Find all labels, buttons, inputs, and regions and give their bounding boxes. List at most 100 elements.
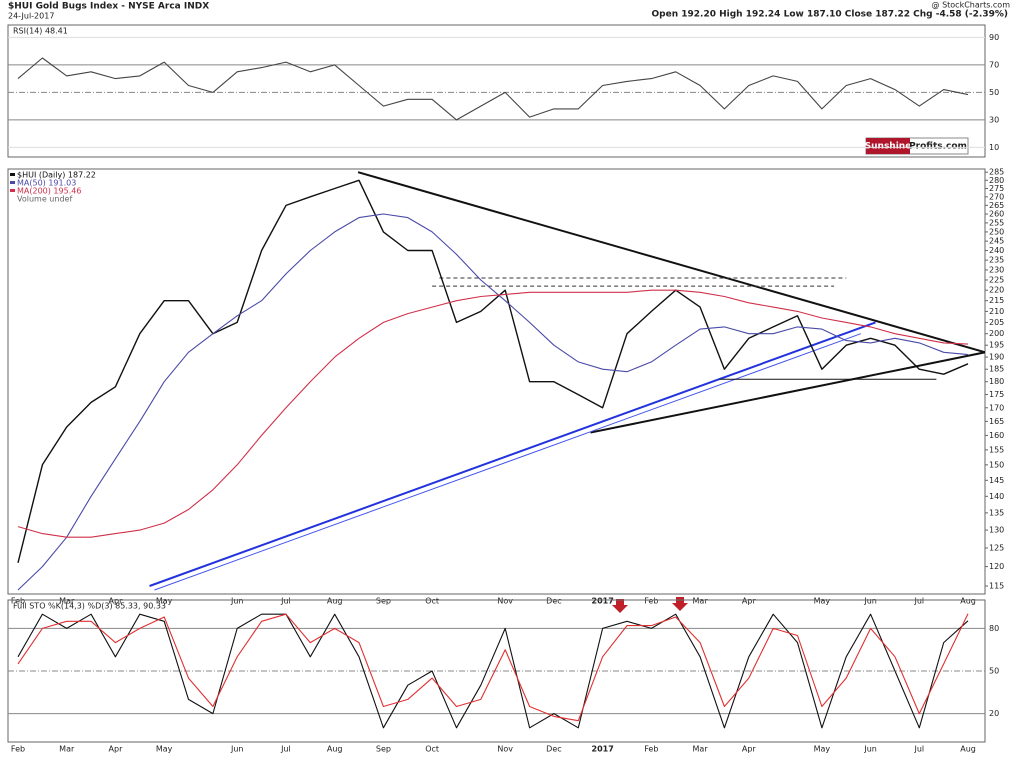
x-tick-label: Jun [863,745,877,754]
trendline [590,351,985,434]
logo-left: Sunshine [865,142,912,152]
trendline [149,321,876,587]
trendline [154,333,862,591]
x-tick-label: Aug [960,745,976,754]
legend-label: MA(50) 191.03 [17,179,76,188]
x-tick-label: Oct [425,745,439,754]
y-tick-label: 235 [989,256,1004,265]
y-tick-label: 180 [989,377,1004,386]
y-tick-label: 285 [989,168,1004,177]
y-tick-label: 265 [989,201,1004,210]
y-tick-label: 20 [989,709,999,718]
y-tick-label: 185 [989,365,1004,374]
series-line [17,613,969,729]
y-tick-label: 270 [989,192,1004,201]
x-tick-label: Dec [546,745,561,754]
x-tick-label: Apr [109,597,124,606]
x-tick-label: Jul [913,745,924,754]
x-tick-label: Feb [11,745,25,754]
y-tick-label: 205 [989,318,1004,327]
y-tick-label: 230 [989,265,1004,274]
x-tick-label: Jul [280,597,291,606]
x-tick-label: Mar [693,745,709,754]
legend-label: Full STO %K(14,3) %D(3) 85.33, 90.33 [13,602,166,611]
y-tick-label: 215 [989,296,1004,305]
x-tick-label: Oct [425,597,439,606]
y-tick-label: 190 [989,353,1004,362]
y-tick-label: 175 [989,390,1004,399]
logo: Sunshine Profits.com [865,137,969,155]
x-tick-label: Sep [376,745,391,754]
x-tick-label: Mar [59,745,75,754]
panel-frame [7,24,986,158]
x-tick-label: Feb [644,597,658,606]
x-tick-label: Aug [960,597,976,606]
y-tick-label: 170 [989,403,1004,412]
y-tick-label: 275 [989,184,1004,193]
y-tick-label: 125 [989,543,1004,552]
series-line [17,213,969,591]
x-tick-label: Apr [742,745,757,754]
y-tick-label: 150 [989,460,1004,469]
y-tick-label: 220 [989,286,1004,295]
series-line [17,289,969,538]
legend-swatch [10,181,15,184]
y-tick-label: 165 [989,417,1004,426]
logo-right: Profits.com [909,142,967,152]
y-tick-label: 10 [989,143,999,152]
x-tick-label: Jul [280,745,291,754]
logo-band [866,138,910,154]
y-tick-label: 50 [989,88,999,97]
y-tick-label: 155 [989,445,1004,454]
legend-label: $HUI (Daily) 187.22 [17,171,96,180]
x-tick-label: Feb [11,597,25,606]
legend-swatch [10,189,15,192]
y-tick-label: 70 [989,60,999,69]
x-tick-label: Aug [327,745,343,754]
x-tick-label: Jun [863,597,877,606]
plot [17,171,985,591]
y-tick-label: 225 [989,275,1004,284]
trendline [357,171,985,354]
plot [17,613,969,729]
x-tick-label: Jul [913,597,924,606]
y-tick-label: 255 [989,218,1004,227]
legend-swatch [10,173,15,176]
x-tick-label: Mar [693,597,709,606]
legend-label: MA(200) 195.46 [17,187,81,196]
legend-label: RSI(14) 48.41 [13,27,68,36]
y-tick-label: 90 [989,33,999,42]
x-tick-label: May [814,597,831,606]
y-tick-label: 245 [989,237,1004,246]
y-tick-label: 200 [989,329,1004,338]
x-tick-label: May [156,745,173,754]
x-tick-label: May [814,745,831,754]
x-tick-label: Jun [230,745,244,754]
series-line [17,613,969,722]
y-tick-label: 210 [989,307,1004,316]
y-tick-label: 140 [989,492,1004,501]
y-tick-label: 30 [989,115,999,124]
x-tick-label: Nov [497,745,513,754]
y-tick-label: 260 [989,210,1004,219]
y-tick-label: 160 [989,431,1004,440]
y-tick-label: 80 [989,624,999,633]
chart-title: $HUI Gold Bugs Index - NYSE Arca INDX [8,2,209,12]
arrow [612,599,628,613]
series-line [17,179,969,563]
y-tick-label: 135 [989,508,1004,517]
y-tick-label: 120 [989,562,1004,571]
legend-label: Volume undef [17,195,72,204]
x-tick-label: Apr [742,597,757,606]
x-tick-label: Sep [376,597,391,606]
chart-date: 24-Jul-2017 [8,12,54,21]
quote: Open 192.20 High 192.24 Low 187.10 Close… [652,10,1008,20]
x-tick-label: Nov [497,597,513,606]
y-tick-label: 130 [989,526,1004,535]
x-tick-label: Dec [546,597,561,606]
series-line [17,57,969,121]
x-tick-label: Mar [59,597,75,606]
source: @ StockCharts.com [932,1,1011,10]
